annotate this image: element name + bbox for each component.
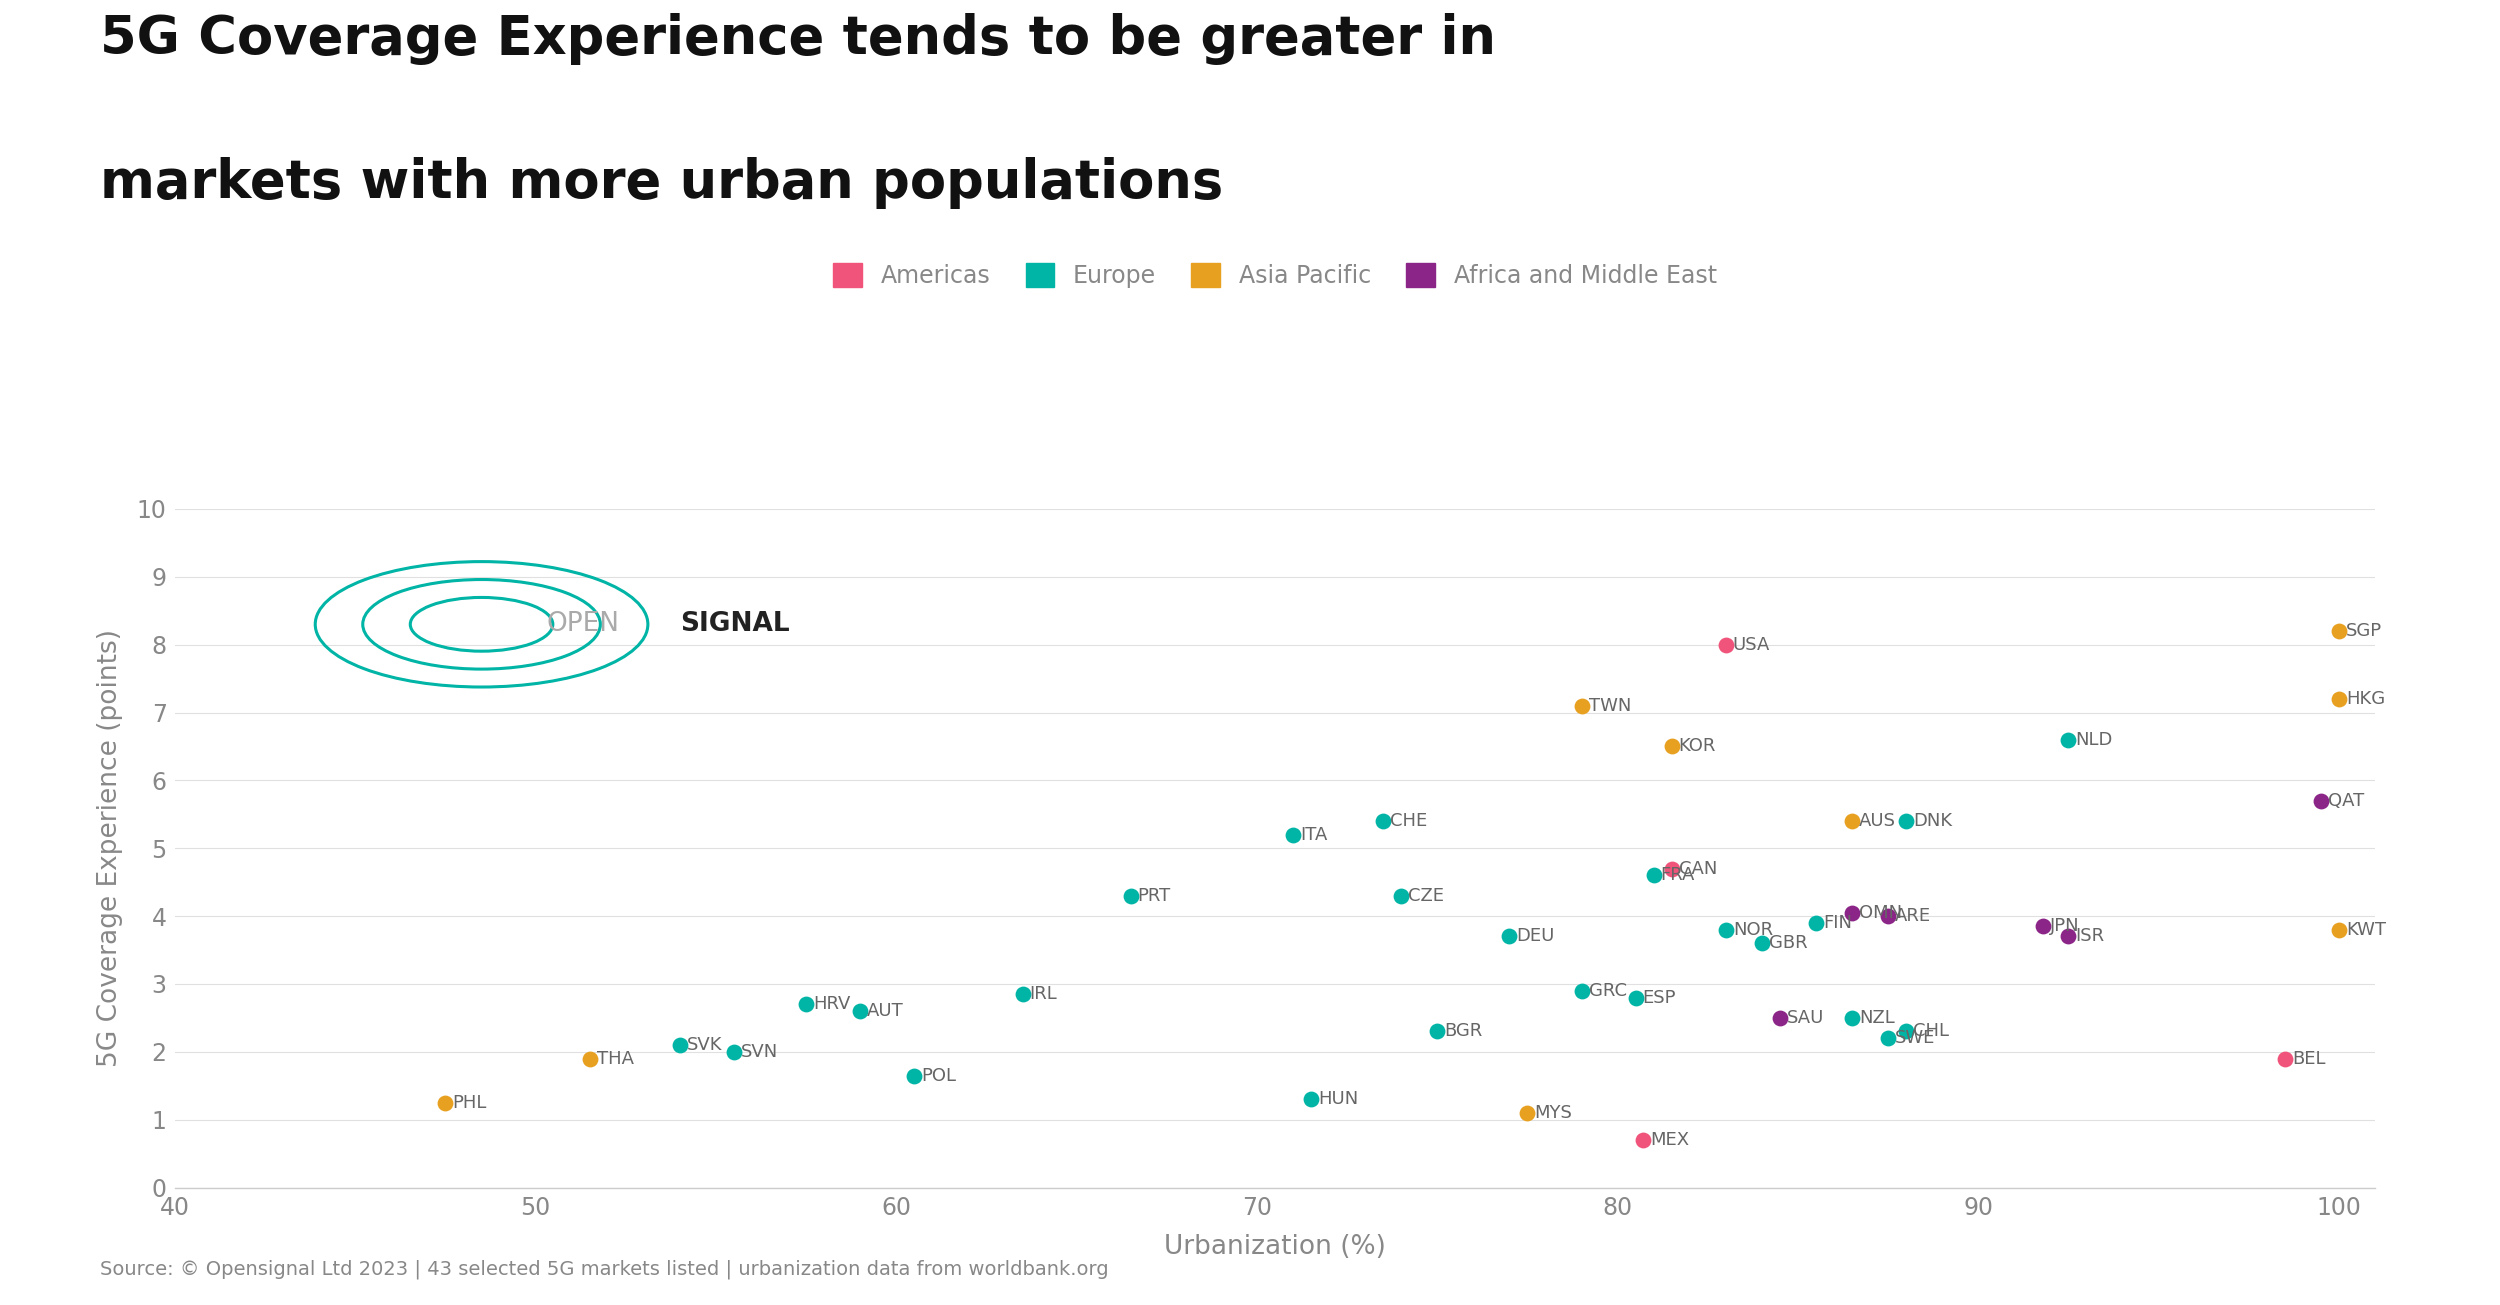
Point	[2320, 689, 2360, 710]
Point	[1868, 906, 1908, 927]
Text: 5G Coverage Experience tends to be greater in: 5G Coverage Experience tends to be great…	[100, 13, 1495, 65]
Point	[1885, 1021, 1925, 1041]
Text: HKG: HKG	[2345, 690, 2385, 707]
Point	[1832, 1007, 1872, 1028]
Point	[1490, 927, 1530, 947]
X-axis label: Urbanization (%): Urbanization (%)	[1165, 1233, 1385, 1259]
Text: GBR: GBR	[1770, 934, 1808, 953]
Point	[2265, 1048, 2305, 1069]
Text: NZL: NZL	[1860, 1009, 1895, 1027]
Point	[1615, 987, 1655, 1007]
Point	[1110, 885, 1150, 906]
Point	[1705, 634, 1745, 655]
Text: SGP: SGP	[2345, 622, 2382, 639]
Point	[840, 1001, 880, 1022]
Point	[1832, 810, 1872, 831]
Text: SVK: SVK	[688, 1036, 722, 1054]
Text: DNK: DNK	[1912, 812, 1952, 830]
Text: AUT: AUT	[867, 1002, 905, 1021]
Point	[1362, 810, 1402, 831]
Text: ARE: ARE	[1895, 907, 1930, 925]
Text: NOR: NOR	[1732, 921, 1772, 938]
Text: CHL: CHL	[1912, 1023, 1950, 1040]
Point	[1622, 1130, 1662, 1151]
Point	[715, 1041, 755, 1062]
Legend: Americas, Europe, Asia Pacific, Africa and Middle East: Americas, Europe, Asia Pacific, Africa a…	[832, 262, 1718, 288]
Point	[2320, 621, 2360, 642]
Point	[785, 994, 825, 1015]
Point	[1742, 933, 1782, 954]
Point	[1290, 1088, 1330, 1109]
Point	[1652, 736, 1692, 757]
Point	[1562, 696, 1602, 716]
Text: SAU: SAU	[1788, 1009, 1825, 1027]
Point	[425, 1092, 465, 1113]
Text: GRC: GRC	[1588, 981, 1628, 1000]
Point	[2047, 927, 2088, 947]
Point	[2047, 729, 2088, 750]
Text: SWE: SWE	[1895, 1030, 1935, 1047]
Text: KOR: KOR	[1678, 737, 1715, 756]
Text: CAN: CAN	[1678, 860, 1718, 877]
Text: POL: POL	[922, 1066, 958, 1084]
Text: FIN: FIN	[1822, 913, 1852, 932]
Point	[1508, 1103, 1548, 1124]
Text: PHL: PHL	[452, 1094, 488, 1112]
Text: CZE: CZE	[1407, 887, 1445, 904]
Text: SVN: SVN	[740, 1043, 778, 1061]
Text: OMN: OMN	[1860, 904, 1902, 921]
Text: DEU: DEU	[1518, 928, 1555, 945]
Text: ISR: ISR	[2075, 928, 2105, 945]
Text: PRT: PRT	[1138, 887, 1170, 904]
Text: ESP: ESP	[1642, 989, 1675, 1006]
Point	[1795, 912, 1835, 933]
Text: JPN: JPN	[2050, 917, 2080, 936]
Text: ITA: ITA	[1300, 826, 1328, 843]
Text: MYS: MYS	[1535, 1104, 1572, 1122]
Text: OPEN: OPEN	[548, 611, 620, 637]
Point	[2023, 916, 2062, 937]
Text: markets with more urban populations: markets with more urban populations	[100, 157, 1222, 209]
Text: FRA: FRA	[1660, 867, 1695, 885]
Text: USA: USA	[1732, 636, 1770, 654]
Text: CHE: CHE	[1390, 812, 1428, 830]
Text: HUN: HUN	[1318, 1091, 1358, 1108]
Point	[1868, 1028, 1908, 1049]
Point	[570, 1048, 610, 1069]
Text: TWN: TWN	[1588, 697, 1630, 715]
Text: SIGNAL: SIGNAL	[680, 611, 790, 637]
Point	[1885, 810, 1925, 831]
Text: MEX: MEX	[1650, 1131, 1690, 1148]
Point	[1417, 1021, 1457, 1041]
Point	[1380, 885, 1420, 906]
Text: KWT: KWT	[2345, 921, 2385, 938]
Point	[1832, 902, 1872, 923]
Point	[1003, 984, 1042, 1005]
Text: AUS: AUS	[1860, 812, 1895, 830]
Point	[1760, 1007, 1800, 1028]
Point	[1652, 859, 1692, 880]
Point	[2300, 791, 2340, 812]
Text: QAT: QAT	[2328, 792, 2365, 809]
Text: BGR: BGR	[1445, 1023, 1482, 1040]
Text: HRV: HRV	[812, 996, 850, 1013]
Point	[2320, 919, 2360, 940]
Text: IRL: IRL	[1030, 985, 1058, 1004]
Text: THA: THA	[598, 1049, 632, 1067]
Text: BEL: BEL	[2292, 1049, 2325, 1067]
Point	[895, 1065, 935, 1086]
Point	[1562, 980, 1602, 1001]
Point	[660, 1035, 700, 1056]
Point	[1632, 865, 1672, 886]
Y-axis label: 5G Coverage Experience (points): 5G Coverage Experience (points)	[98, 629, 122, 1067]
Text: NLD: NLD	[2075, 731, 2112, 749]
Point	[1705, 919, 1745, 940]
Text: Source: © Opensignal Ltd 2023 | 43 selected 5G markets listed | urbanization dat: Source: © Opensignal Ltd 2023 | 43 selec…	[100, 1259, 1108, 1279]
Point	[1272, 825, 1312, 846]
